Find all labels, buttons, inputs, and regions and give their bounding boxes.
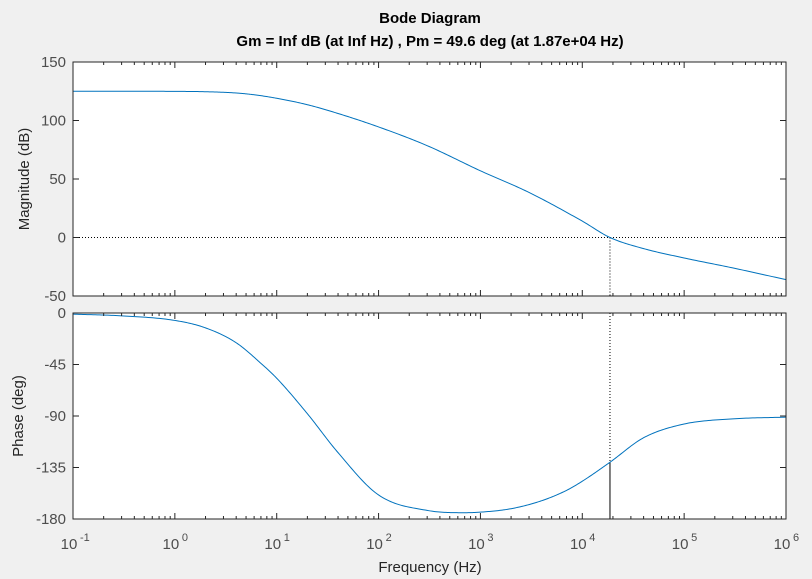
- x-tick-exponent: 4: [589, 532, 595, 544]
- tick-labels: 10 -1 10 0 10 1 10 2 10 3 10 4 10 5 10 6150100500-500-4…: [36, 54, 799, 553]
- x-tick-exponent: 2: [386, 532, 392, 544]
- x-tick-label: 10: [672, 536, 689, 553]
- x-tick-exponent: 3: [487, 532, 493, 544]
- phase-curve: [72, 313, 787, 514]
- frequency-xlabel: Frequency (Hz): [378, 559, 481, 576]
- magnitude-curve: [73, 90, 787, 281]
- magnitude-y-tick-label: 100: [41, 113, 66, 130]
- magnitude-plot-area: [73, 62, 786, 296]
- phase-y-tick-label: -45: [44, 357, 66, 374]
- magnitude-plot: [73, 90, 787, 281]
- x-tick-exponent: -1: [80, 532, 90, 544]
- x-tick-exponent: 1: [284, 532, 290, 544]
- phase-plot: [72, 313, 787, 514]
- axis-ticks: [72, 61, 787, 520]
- magnitude-gridlines: [73, 237, 786, 296]
- chart-subtitle: Gm = Inf dB (at Inf Hz) , Pm = 49.6 deg …: [236, 33, 623, 50]
- phase-y-tick-label: -180: [36, 511, 66, 528]
- x-tick-exponent: 5: [691, 532, 697, 544]
- phase-y-tick-label: 0: [58, 305, 66, 322]
- x-tick-label: 10: [468, 536, 485, 553]
- phase-plot-area: [73, 313, 786, 519]
- magnitude-y-tick-label: 50: [49, 171, 66, 188]
- x-tick-label: 10: [264, 536, 281, 553]
- phase-ylabel: Phase (deg): [10, 375, 27, 457]
- magnitude-y-tick-label: 150: [41, 54, 66, 71]
- chart-title: Bode Diagram: [379, 10, 481, 27]
- x-tick-label: 10: [774, 536, 791, 553]
- x-tick-label: 10: [570, 536, 587, 553]
- magnitude-ylabel: Magnitude (dB): [16, 128, 33, 231]
- x-tick-label: 10: [163, 536, 180, 553]
- x-tick-label: 10: [61, 536, 78, 553]
- magnitude-y-tick-label: -50: [44, 288, 66, 305]
- x-tick-label: 10: [366, 536, 383, 553]
- phase-y-tick-label: -135: [36, 460, 66, 477]
- phase-y-tick-label: -90: [44, 408, 66, 425]
- x-tick-exponent: 0: [182, 532, 188, 544]
- x-tick-exponent: 6: [793, 532, 799, 544]
- magnitude-y-tick-label: 0: [58, 230, 66, 247]
